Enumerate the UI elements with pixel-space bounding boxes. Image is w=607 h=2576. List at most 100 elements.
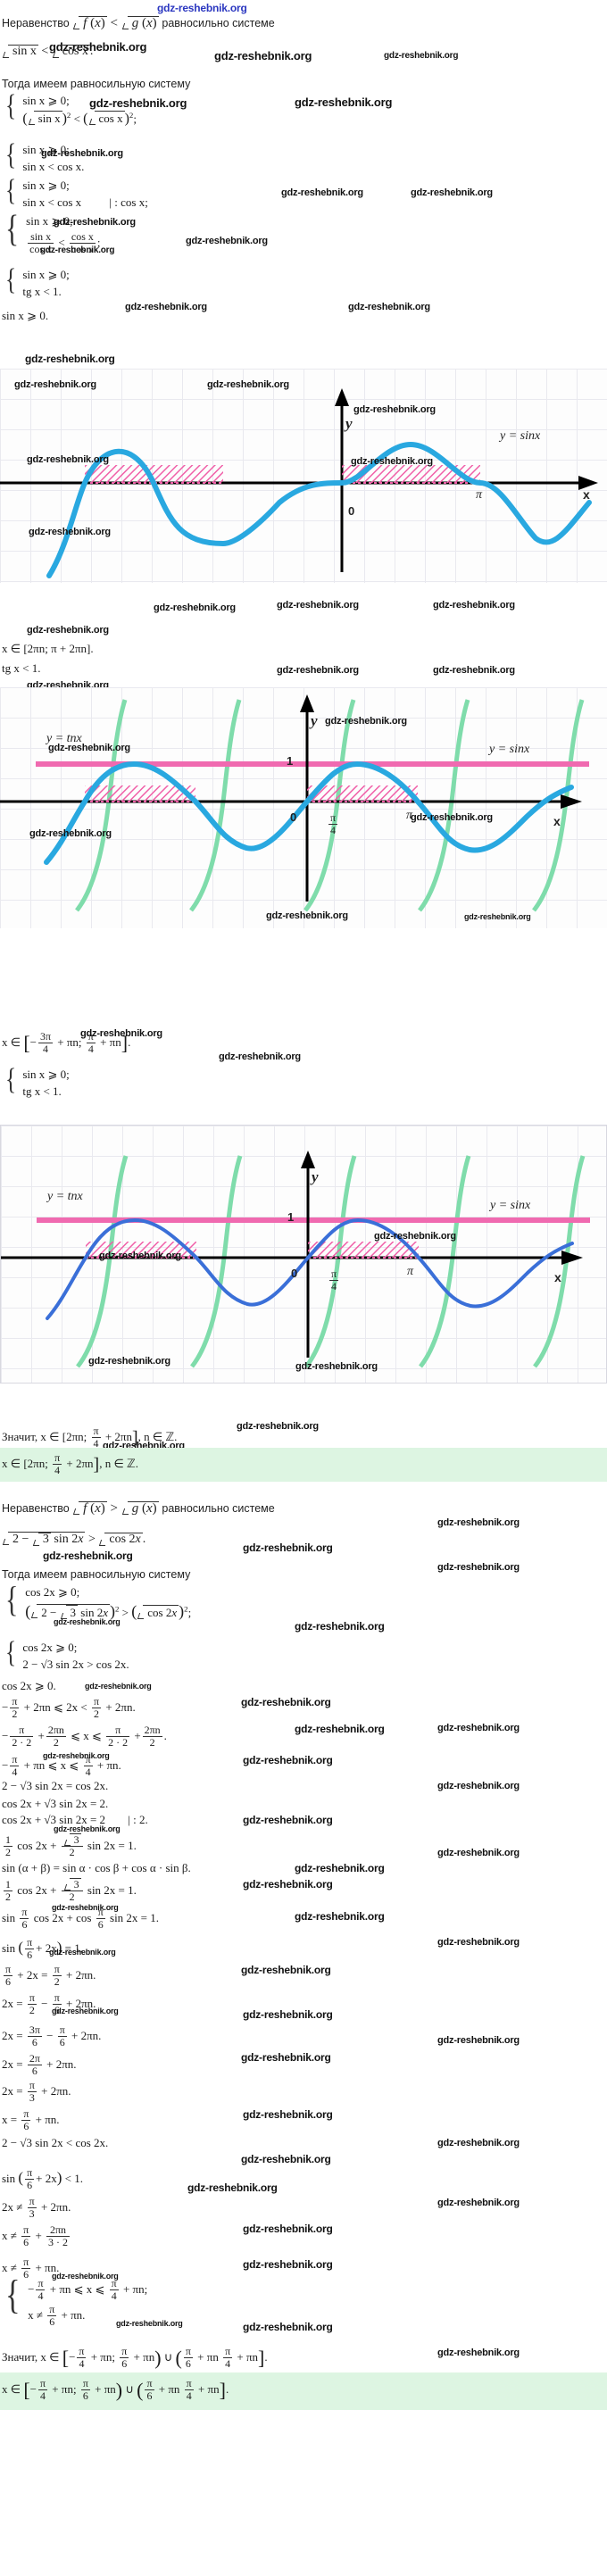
p1-intro-text: Неравенство [2,17,70,29]
watermark: gdz-reshebnik.org [437,2035,520,2046]
brace-icon: { [5,138,17,171]
p2-line-8: sin (α + β) = sin α · cos β + cos α · si… [2,1861,191,1874]
watermark: gdz-reshebnik.org [85,1682,152,1691]
graph2-tan-label: y = tnx [46,732,82,745]
graph2-origin-label: 0 [290,810,297,824]
p2-then-text: Тогда имеем равносильную систему [2,1568,191,1581]
graph1-curve-label: y = sinx [500,429,541,443]
watermark: gdz-reshebnik.org [295,1910,385,1923]
watermark: gdz-reshebnik.org [243,1878,333,1890]
graph2-pi-label: π [406,809,413,822]
watermark: gdz-reshebnik.org [237,1421,319,1432]
p1-system-4: { sin x ⩾ 0; sin x cos x < cos x cos x; [5,211,100,254]
graph3-tan-label: y = tnx [47,1190,83,1203]
graph-sin-1: 0 y x π y = sinx gdz-reshebnik.org gdz-r… [0,369,607,583]
watermark: gdz-reshebnik.org [384,51,459,61]
p2-line-18: sin (π 6 + 2x) < 1. [2,2166,83,2191]
watermark: gdz-reshebnik.org [187,2181,278,2194]
watermark: gdz-reshebnik.org [243,2258,333,2271]
graph1-origin-label: 0 [348,504,355,518]
watermark: gdz-reshebnik.org [277,665,359,676]
p2-intro-line: Неравенство f (x) > g (x) равносильно си… [2,1501,275,1516]
p2-system-1: { cos 2x ⩾ 0; (2 − 3 sin 2x)2 > (cos 2x)… [5,1579,192,1621]
brace-icon: { [5,1063,17,1096]
watermark: gdz-reshebnik.org [241,2051,331,2064]
brace-icon: { [5,263,17,296]
p1-system-6: { sin x ⩾ 0; tg x < 1. [5,1063,70,1099]
watermark: gdz-reshebnik.org [125,302,207,312]
sys3-row1: sin x ⩾ 0; [22,179,70,192]
graph-3-svg [1,1151,590,1368]
p1-intro-line: Неравенство f (x) < g (x) равносильно си… [2,16,275,30]
watermark: gdz-reshebnik.org [154,602,236,613]
p2-sys1-row2: (2 − 3 sin 2x)2 > (cos 2x)2; [25,1602,192,1620]
graph-2-svg [0,694,589,912]
watermark: gdz-reshebnik.org [243,2223,333,2235]
graph3-x-axis-label: x [554,1270,561,1284]
graph3-origin-label: 0 [291,1267,298,1280]
p2-line-4: 2 − √3 sin 2x = cos 2x. [2,1779,109,1792]
p2-line-5: cos 2x + √3 sin 2x = 2. [2,1797,109,1810]
graph2-sin-label: y = sinx [489,743,530,756]
watermark: gdz-reshebnik.org [437,1848,520,1858]
p1-system-1: { sin x ⩾ 0; (sin x)2 < (cos x)2; [5,89,137,127]
brace-icon: { [5,174,17,207]
p1-interval-1: x ∈ [2πn; π + 2πn]. [2,642,94,655]
watermark: gdz-reshebnik.org [243,1541,333,1554]
sys2-row2: sin x < cos x. [22,160,85,173]
p1-tg-condition: tg x < 1. [2,661,41,675]
graph1-x-axis-label: x [583,487,590,502]
watermark: gdz-reshebnik.org [437,2198,520,2208]
watermark: gdz-reshebnik.org [27,625,109,636]
watermark: gdz-reshebnik.org [433,665,515,676]
watermark: gdz-reshebnik.org [243,1814,333,1826]
p2-line-15: 2x = 2π 6 + 2πn. [2,2052,77,2077]
watermark: gdz-reshebnik.org [437,1517,520,1528]
sys1-row2: (sin x)2 < (cos x)2; [22,111,137,127]
sys6-row1: sin x ⩾ 0; [22,1068,70,1081]
sys4-row1: sin x ⩾ 0; [26,214,73,228]
brace-icon: { [5,89,17,122]
brace-icon: { [5,1579,19,1619]
p1-given-inequality: sin x < cos x. [2,45,93,58]
p1-system-2: { sin x ⩾ 0; sin x < cos x. [5,138,85,174]
watermark: gdz-reshebnik.org [437,1781,520,1791]
watermark: gdz-reshebnik.org [295,1723,385,1735]
graph1-y-axis-label: y [345,415,353,432]
p2-sys2-row1: cos 2x ⩾ 0; [22,1641,78,1654]
watermark: gdz-reshebnik.org [243,2008,333,2021]
watermark: gdz-reshebnik.org [348,302,430,312]
watermark: gdz-reshebnik.org [295,1862,385,1874]
p2-line-6-op: | : 2. [128,1813,148,1826]
watermark: gdz-reshebnik.org [214,49,312,62]
graph1-pi-label: π [476,488,483,502]
watermark: gdz-reshebnik.org [437,1723,520,1733]
sys5-row1: sin x ⩾ 0; [22,268,70,281]
watermark: gdz-reshebnik.org [281,187,363,198]
f-symbol: f [83,16,87,30]
watermark: gdz-reshebnik.org [295,1620,385,1633]
watermark: gdz-reshebnik.org [25,353,115,365]
p2-sys2-row2: 2 − √3 sin 2x > cos 2x. [22,1658,129,1671]
watermark: gdz-reshebnik.org [437,2347,520,2358]
p1-system-5: { sin x ⩾ 0; tg x < 1. [5,263,70,299]
graph3-sin-label: y = sinx [490,1199,531,1212]
watermark-logo: gdz-reshebnik.org [157,2,247,14]
p2-cos-condition: cos 2x ⩾ 0. [2,1679,56,1692]
watermark: gdz-reshebnik.org [437,2138,520,2148]
